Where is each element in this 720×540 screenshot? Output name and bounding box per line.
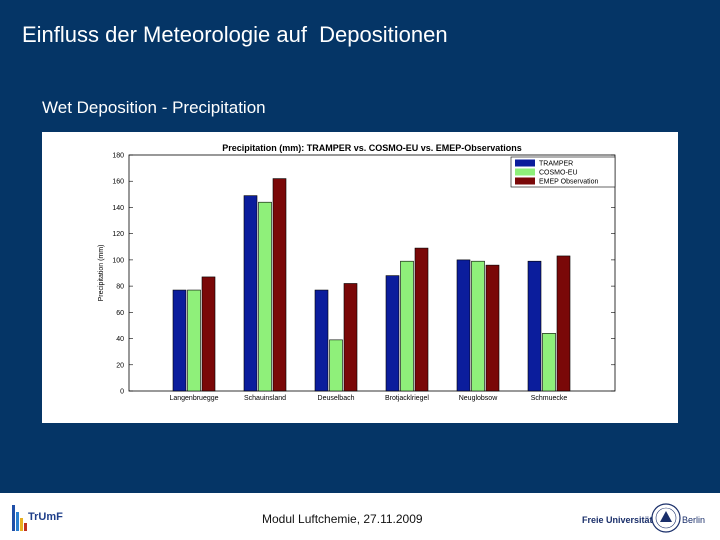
y-tick-label: 20 xyxy=(116,362,124,369)
y-tick-label: 120 xyxy=(112,231,124,238)
y-tick-label: 80 xyxy=(116,284,124,291)
bar-tramper-deuselbach xyxy=(314,289,329,392)
freie-universitaet-logo: Freie Universität Berlin xyxy=(580,502,712,536)
legend-label-tramper: TRAMPER xyxy=(539,161,573,168)
chart-frame: Precipitation (mm): TRAMPER vs. COSMO-EU… xyxy=(42,132,678,423)
bar-emep-observation-schauinsland xyxy=(272,178,287,392)
fu-logo-text-left: Freie Universität xyxy=(582,515,653,525)
y-tick-label: 60 xyxy=(116,310,124,317)
bar-marks xyxy=(172,178,571,392)
bar-tramper-schauinsland xyxy=(243,195,258,392)
slide-title: Einfluss der Meteorologie auf Deposition… xyxy=(22,22,448,47)
bar-emep-observation-neuglobsow xyxy=(485,264,500,392)
legend-label-cosmo-eu: COSMO-EU xyxy=(539,170,578,177)
section-title: Wet Deposition - Precipitation xyxy=(42,98,266,117)
legend: TRAMPER COSMO-EU EMEP Observation xyxy=(510,156,616,188)
x-tick-label: Schauinsland xyxy=(244,395,286,402)
bar-cosmo-eu-schmuecke xyxy=(542,333,556,392)
bar-cosmo-eu-brotjacklriegel xyxy=(400,260,414,392)
bar-emep-observation-schmuecke xyxy=(556,255,571,392)
trumf-logo: TrUmF xyxy=(6,500,76,536)
y-tick-label: 100 xyxy=(112,257,124,264)
legend-swatch-tramper xyxy=(515,159,535,167)
trumf-logo-graphic: TrUmF xyxy=(12,505,63,531)
fu-logo-graphic: Freie Universität Berlin xyxy=(582,503,705,533)
bar-tramper-brotjacklriegel xyxy=(385,275,400,392)
bar-emep-observation-langenbruegge xyxy=(201,276,216,392)
y-tick-label: 40 xyxy=(116,336,124,343)
y-tick-label: 140 xyxy=(112,205,124,212)
bar-tramper-neuglobsow xyxy=(456,259,471,392)
precipitation-bar-chart: Precipitation (mm): TRAMPER vs. COSMO-EU… xyxy=(98,143,616,402)
bar-tramper-langenbruegge xyxy=(172,289,187,392)
y-tick-label: 180 xyxy=(112,153,124,160)
x-tick-label: Neuglobsow xyxy=(459,395,498,402)
legend-label-emep-observation: EMEP Observation xyxy=(539,179,599,186)
x-tick-label: Langenbruegge xyxy=(169,395,218,402)
y-axis-label: Precipitation (mm) xyxy=(98,245,105,302)
chart-title: Precipitation (mm): TRAMPER vs. COSMO-EU… xyxy=(222,143,522,153)
bar-tramper-schmuecke xyxy=(527,260,542,392)
trumf-logo-text: TrUmF xyxy=(28,511,63,523)
bar-emep-observation-brotjacklriegel xyxy=(414,247,429,392)
legend-swatch-cosmo-eu xyxy=(515,168,535,176)
legend-swatch-emep-observation xyxy=(515,177,535,185)
y-axis: 0 20 40 60 80 100 120 140 160 180 xyxy=(112,153,615,396)
footer-band xyxy=(0,493,720,540)
x-tick-label: Deuselbach xyxy=(318,395,355,402)
bar-cosmo-eu-deuselbach xyxy=(329,339,343,392)
bar-cosmo-eu-neuglobsow xyxy=(471,260,485,392)
footer-text: Modul Luftchemie, 27.11.2009 xyxy=(262,512,423,526)
fu-logo-text-right: Berlin xyxy=(682,515,705,525)
y-tick-label: 160 xyxy=(112,179,124,186)
bar-emep-observation-deuselbach xyxy=(343,283,358,392)
x-tick-label: Brotjacklriegel xyxy=(385,395,429,402)
bar-cosmo-eu-langenbruegge xyxy=(187,289,201,392)
bar-cosmo-eu-schauinsland xyxy=(258,201,272,392)
y-tick-label: 0 xyxy=(120,389,124,396)
fu-seal-icon xyxy=(651,503,681,533)
x-tick-label: Schmuecke xyxy=(531,395,568,402)
